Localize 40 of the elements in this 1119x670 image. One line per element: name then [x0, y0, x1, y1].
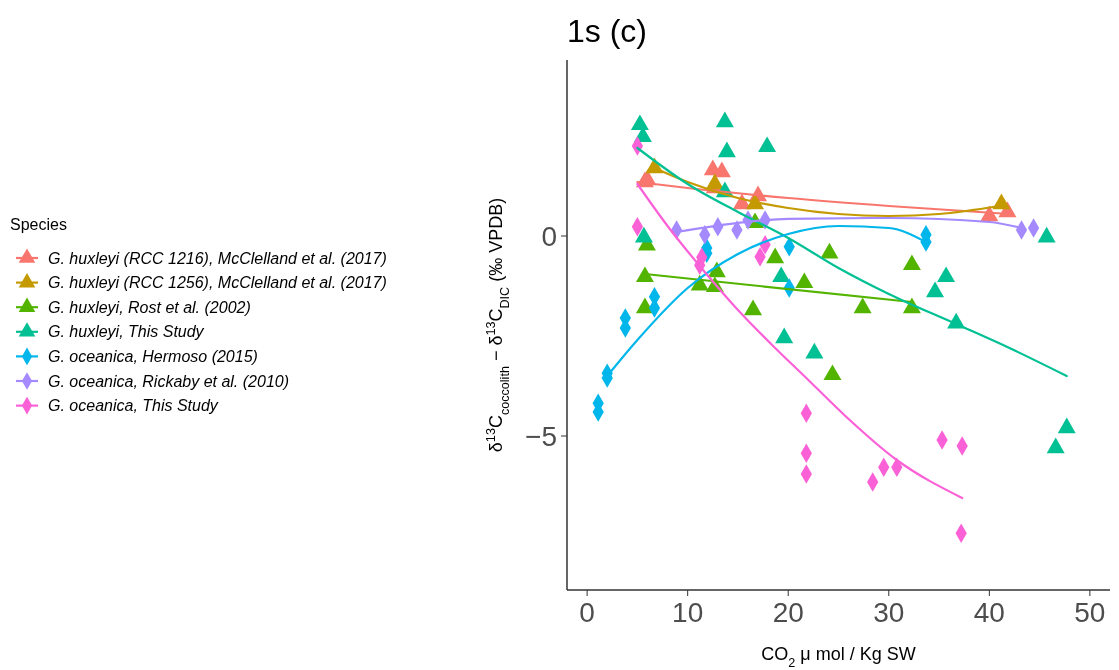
point: [766, 247, 785, 264]
point: [820, 242, 839, 259]
point: [795, 272, 814, 288]
point: [1057, 417, 1076, 434]
legend-label: G. huxleyi (RCC 1256), McClelland et al. (2017): [48, 274, 387, 292]
point: [705, 173, 724, 190]
point: [630, 114, 649, 130]
y-tick-label: −5: [525, 420, 557, 452]
x-tick-label: 20: [772, 597, 804, 628]
point: [758, 136, 777, 152]
point: [717, 141, 736, 158]
x-tick-label: 40: [973, 597, 1005, 628]
legend-label: G. huxleyi (RCC 1216), McClelland et al. (2017): [48, 249, 387, 267]
legend-label: G. huxleyi, Rost et al. (2002): [48, 298, 251, 316]
point: [715, 111, 734, 128]
x-tick-label: 50: [1074, 597, 1106, 628]
x-tick-label: 10: [672, 597, 704, 628]
legend-label: G. oceanica, This Study: [48, 397, 219, 415]
point: [823, 364, 842, 380]
point: [744, 299, 763, 316]
point: [937, 266, 956, 282]
point: [775, 327, 794, 344]
x-axis-title: CO$_{2}$ μ mol / Kg SW: [761, 644, 916, 670]
point: [926, 281, 945, 298]
legend-label: G. oceanica, Rickaby et al. (2010): [48, 372, 290, 390]
point: [635, 266, 654, 282]
point: [1037, 226, 1056, 243]
point: [712, 161, 731, 178]
legend-label: G. oceanica, Hermoso (2015): [48, 348, 258, 365]
chart-title: 1s (c): [567, 13, 647, 49]
point: [853, 297, 872, 314]
x-tick-label: 30: [873, 597, 905, 628]
legend-label: G. huxleyi, This Study: [48, 323, 205, 341]
point: [634, 226, 653, 243]
legend-title: Species: [10, 216, 67, 233]
x-tick-label: 0: [579, 597, 595, 628]
point: [902, 254, 921, 270]
point: [805, 342, 824, 359]
point: [772, 266, 791, 282]
point: [1046, 437, 1065, 454]
